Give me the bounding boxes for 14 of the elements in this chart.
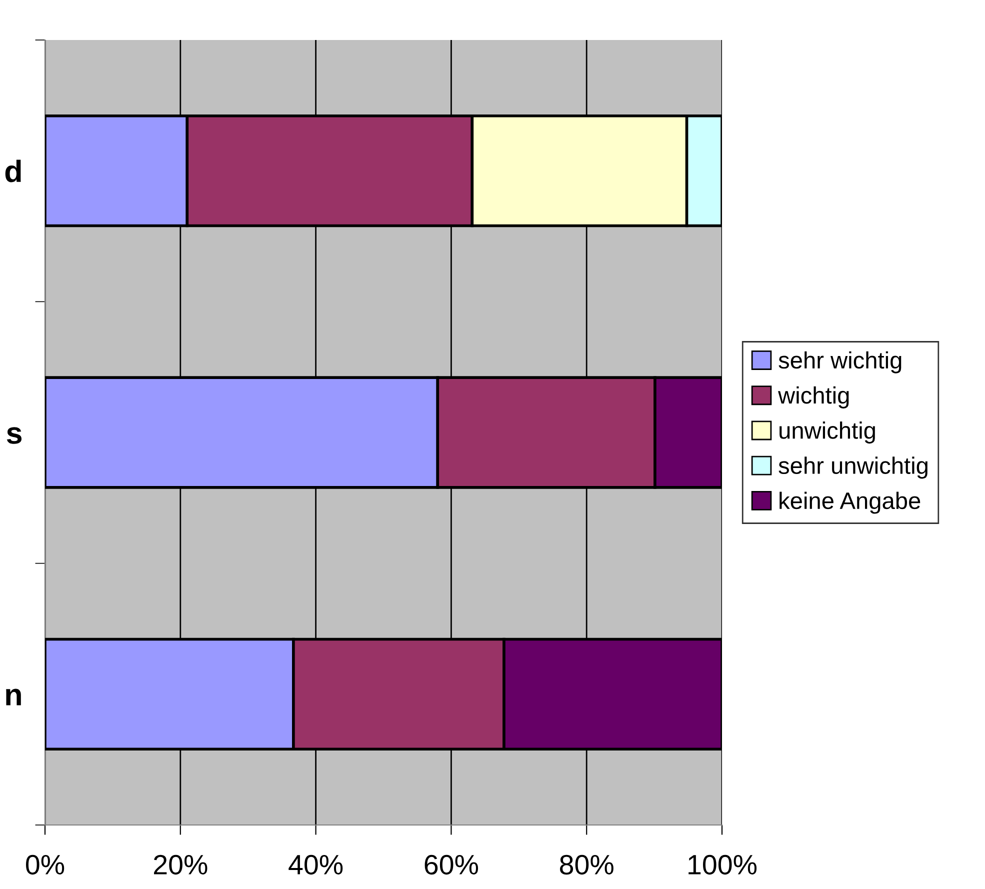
legend-label: wichtig [778, 386, 849, 408]
x-tick-label: 20% [154, 854, 208, 875]
y-tick-label: s [6, 427, 22, 444]
x-tick-label: 0% [26, 854, 64, 875]
x-tick-label: 60% [424, 854, 478, 875]
x-tick-label: 100% [688, 854, 757, 875]
x-tick-label: 80% [560, 854, 614, 875]
legend-label: sehr wichtig [778, 351, 902, 374]
y-tick-label: d [5, 160, 21, 182]
legend-label: sehr unwichtig [778, 456, 928, 479]
y-tick-label: n [6, 688, 21, 706]
legend-label: unwichtig [780, 422, 875, 444]
legend-label: keine Angabe [780, 492, 920, 514]
x-tick-label: 40% [288, 854, 343, 875]
